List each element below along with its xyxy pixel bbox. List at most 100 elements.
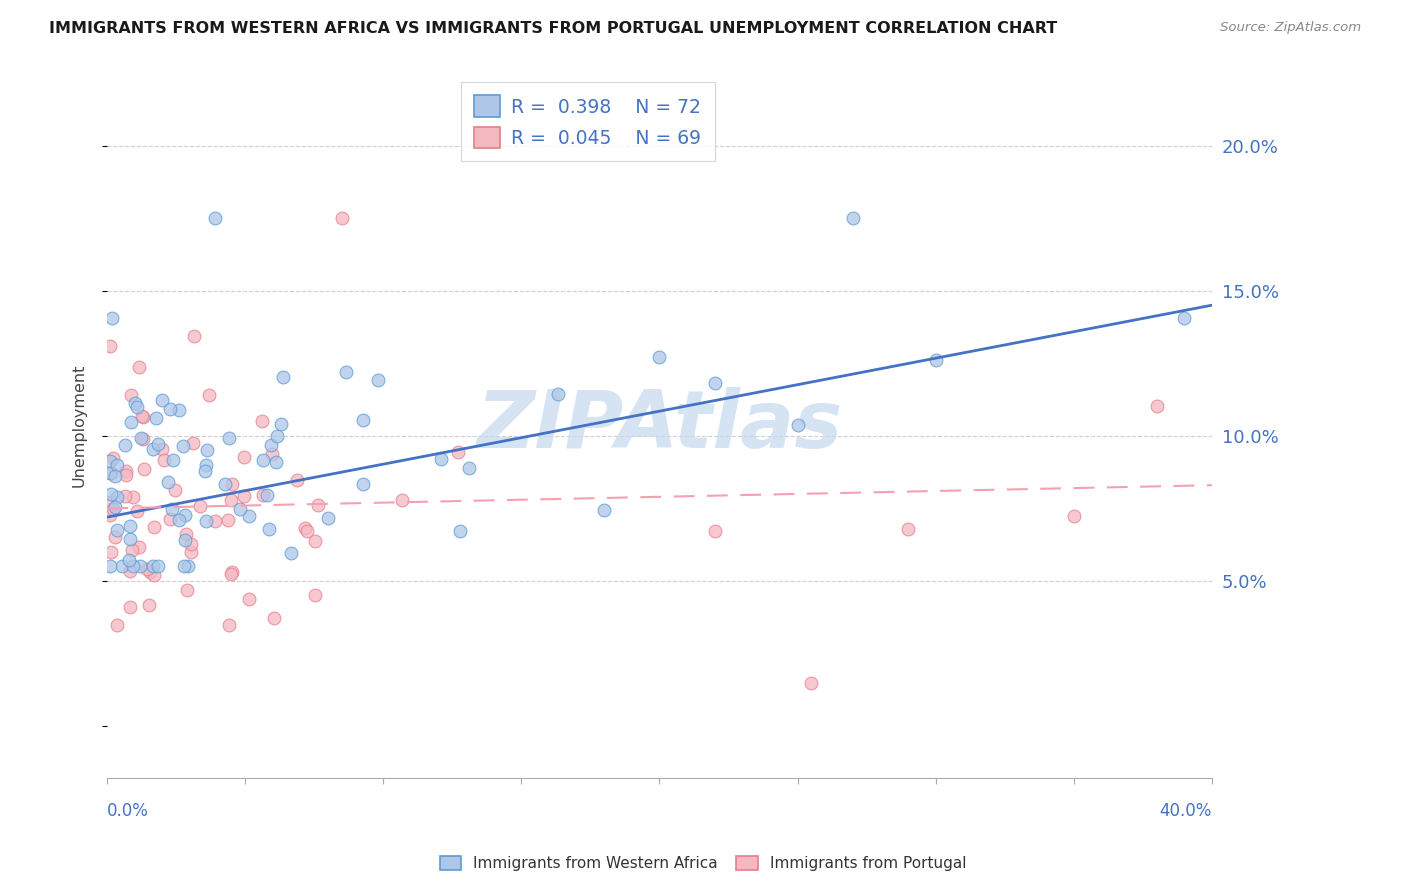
Point bbox=[118, 600, 141, 615]
Point bbox=[125, 401, 148, 415]
Point bbox=[150, 393, 173, 408]
Point bbox=[176, 582, 198, 597]
Point bbox=[307, 498, 329, 512]
Point bbox=[125, 503, 148, 517]
Point bbox=[800, 675, 823, 690]
Point bbox=[221, 477, 243, 491]
Point bbox=[98, 495, 121, 509]
Point bbox=[131, 409, 153, 424]
Point bbox=[159, 401, 181, 416]
Point bbox=[115, 467, 138, 482]
Point bbox=[132, 432, 155, 446]
Point bbox=[104, 500, 127, 514]
Text: ZIPAtlas: ZIPAtlas bbox=[477, 387, 842, 465]
Point bbox=[924, 353, 946, 368]
Legend: R =  0.398    N = 72, R =  0.045    N = 69: R = 0.398 N = 72, R = 0.045 N = 69 bbox=[461, 82, 714, 161]
Point bbox=[139, 566, 162, 580]
Point bbox=[176, 559, 198, 574]
Point bbox=[145, 410, 167, 425]
Point bbox=[1146, 399, 1168, 413]
Point bbox=[129, 559, 152, 574]
Point bbox=[221, 565, 243, 579]
Point bbox=[194, 514, 217, 528]
Point bbox=[648, 351, 671, 365]
Point bbox=[120, 387, 142, 401]
Point bbox=[172, 439, 194, 453]
Point bbox=[120, 518, 142, 533]
Point bbox=[142, 519, 165, 533]
Point bbox=[786, 417, 808, 432]
Text: 40.0%: 40.0% bbox=[1160, 802, 1212, 820]
Point bbox=[214, 476, 236, 491]
Point bbox=[120, 415, 142, 429]
Point bbox=[98, 559, 121, 574]
Point bbox=[180, 536, 202, 550]
Point bbox=[304, 588, 326, 602]
Point bbox=[129, 431, 152, 445]
Point bbox=[429, 451, 451, 466]
Point bbox=[174, 526, 197, 541]
Point bbox=[163, 483, 186, 498]
Point bbox=[183, 328, 205, 343]
Point bbox=[114, 438, 136, 452]
Point bbox=[98, 508, 121, 522]
Point bbox=[103, 450, 125, 465]
Point bbox=[150, 442, 173, 457]
Point bbox=[100, 487, 122, 501]
Point bbox=[159, 512, 181, 526]
Point bbox=[352, 413, 374, 427]
Point bbox=[391, 492, 413, 507]
Point bbox=[335, 365, 357, 379]
Point bbox=[105, 523, 128, 537]
Point bbox=[449, 524, 471, 539]
Point bbox=[1173, 311, 1195, 326]
Point bbox=[271, 369, 294, 384]
Point bbox=[259, 522, 281, 536]
Point bbox=[252, 453, 274, 467]
Point bbox=[122, 559, 145, 574]
Text: IMMIGRANTS FROM WESTERN AFRICA VS IMMIGRANTS FROM PORTUGAL UNEMPLOYMENT CORRELAT: IMMIGRANTS FROM WESTERN AFRICA VS IMMIGR… bbox=[49, 21, 1057, 36]
Point bbox=[703, 524, 725, 538]
Point bbox=[103, 502, 125, 516]
Point bbox=[120, 533, 142, 547]
Point bbox=[252, 487, 274, 501]
Point bbox=[285, 473, 308, 487]
Point bbox=[120, 564, 142, 578]
Point bbox=[104, 469, 127, 483]
Point bbox=[280, 546, 302, 560]
Point bbox=[250, 414, 273, 428]
Point bbox=[142, 568, 165, 582]
Point bbox=[260, 447, 283, 461]
Point bbox=[219, 492, 242, 507]
Point bbox=[195, 442, 218, 457]
Point bbox=[128, 540, 150, 554]
Point bbox=[232, 489, 254, 503]
Point bbox=[221, 567, 243, 582]
Point bbox=[198, 388, 221, 402]
Y-axis label: Unemployment: Unemployment bbox=[72, 364, 86, 487]
Point bbox=[118, 552, 141, 566]
Point bbox=[266, 428, 288, 442]
Point bbox=[105, 490, 128, 504]
Point bbox=[114, 489, 136, 503]
Point bbox=[104, 530, 127, 544]
Point bbox=[180, 545, 202, 559]
Point bbox=[547, 387, 569, 401]
Point bbox=[100, 311, 122, 326]
Point bbox=[105, 458, 128, 473]
Point bbox=[124, 396, 146, 410]
Point bbox=[100, 466, 122, 480]
Point bbox=[256, 488, 278, 502]
Point bbox=[294, 521, 316, 535]
Point bbox=[173, 559, 195, 574]
Point bbox=[156, 475, 179, 490]
Point bbox=[842, 211, 865, 226]
Point bbox=[897, 522, 920, 536]
Point bbox=[264, 455, 287, 469]
Point bbox=[229, 502, 252, 516]
Point bbox=[304, 534, 326, 549]
Point bbox=[121, 491, 143, 505]
Point bbox=[114, 464, 136, 478]
Point bbox=[132, 462, 155, 476]
Point bbox=[1063, 509, 1085, 524]
